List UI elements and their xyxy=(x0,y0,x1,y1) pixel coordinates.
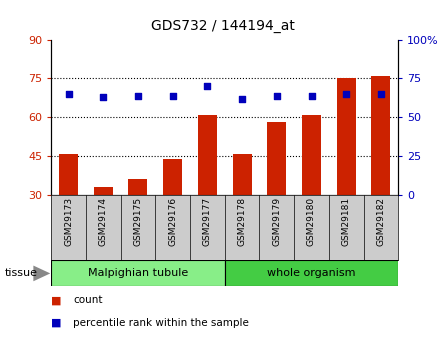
Point xyxy=(169,93,176,98)
Text: GSM29174: GSM29174 xyxy=(99,197,108,246)
Text: whole organism: whole organism xyxy=(267,268,356,278)
Point xyxy=(308,93,315,98)
Polygon shape xyxy=(33,266,50,281)
Bar xyxy=(51,260,225,286)
Bar xyxy=(267,122,286,195)
Bar xyxy=(129,179,147,195)
Point xyxy=(343,91,350,97)
Text: GSM29182: GSM29182 xyxy=(376,197,385,246)
Text: tissue: tissue xyxy=(4,268,37,278)
Bar xyxy=(372,76,390,195)
Text: count: count xyxy=(73,295,103,305)
Bar xyxy=(337,79,356,195)
Point xyxy=(204,83,211,89)
Point xyxy=(239,96,246,101)
Point xyxy=(377,91,384,97)
Text: GSM29181: GSM29181 xyxy=(342,197,351,246)
Text: GSM29179: GSM29179 xyxy=(272,197,281,246)
Text: Malpighian tubule: Malpighian tubule xyxy=(88,268,188,278)
Text: GSM29176: GSM29176 xyxy=(168,197,177,246)
Bar xyxy=(94,187,113,195)
Bar xyxy=(163,159,182,195)
Point xyxy=(273,93,280,98)
Point xyxy=(100,94,107,100)
Point xyxy=(65,91,72,97)
Bar xyxy=(59,154,78,195)
Bar xyxy=(233,154,251,195)
Text: GSM29178: GSM29178 xyxy=(238,197,247,246)
Bar xyxy=(225,260,398,286)
Text: ■: ■ xyxy=(51,295,62,305)
Point xyxy=(134,93,142,98)
Text: percentile rank within the sample: percentile rank within the sample xyxy=(73,318,249,327)
Text: GSM29177: GSM29177 xyxy=(203,197,212,246)
Text: GSM29180: GSM29180 xyxy=(307,197,316,246)
Bar xyxy=(302,115,321,195)
Text: GDS732 / 144194_at: GDS732 / 144194_at xyxy=(150,19,295,33)
Text: GSM29175: GSM29175 xyxy=(134,197,142,246)
Bar xyxy=(198,115,217,195)
Text: GSM29173: GSM29173 xyxy=(64,197,73,246)
Text: ■: ■ xyxy=(51,318,62,327)
